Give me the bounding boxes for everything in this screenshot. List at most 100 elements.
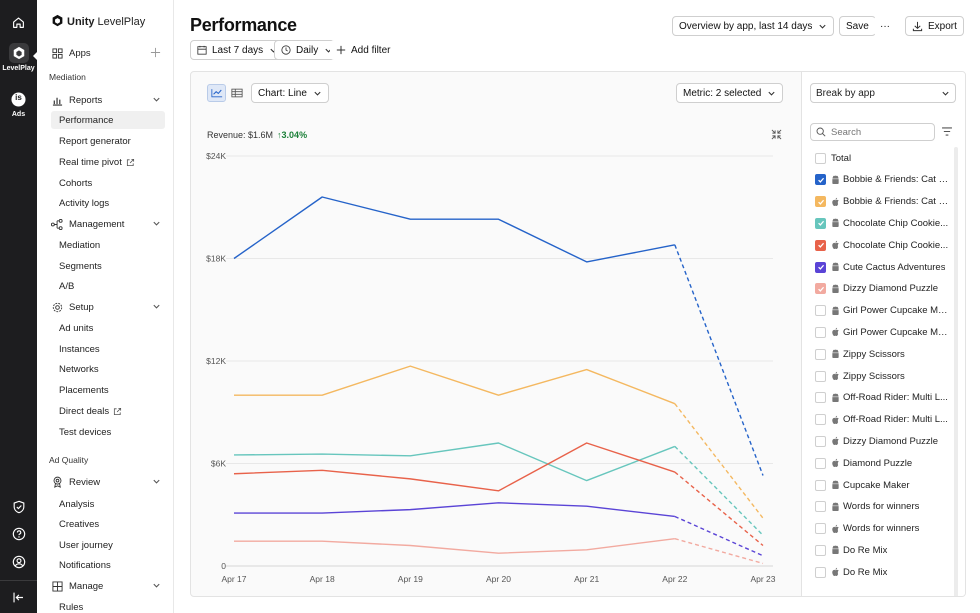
app-checkbox[interactable] [815, 174, 826, 186]
sidebar-item-placements[interactable]: Placements [51, 381, 165, 399]
app-checkbox[interactable] [815, 239, 826, 251]
sidebar-item-performance[interactable]: Performance [51, 111, 165, 129]
sidebar-item-networks[interactable]: Networks [51, 360, 165, 378]
app-checkbox[interactable] [815, 501, 826, 513]
save-button[interactable]: Save [839, 16, 876, 36]
rail-ads-label: Ads [11, 111, 26, 118]
home-button[interactable] [0, 12, 37, 32]
account-button[interactable] [0, 552, 37, 572]
app-checkbox[interactable] [815, 370, 826, 382]
sidebar-item-real-time-pivot[interactable]: Real time pivot [51, 153, 165, 171]
app-list-item[interactable]: Total [815, 150, 951, 166]
app-list-item[interactable]: Words for winners [815, 521, 951, 537]
sidebar-group-setup[interactable]: Setup [51, 298, 165, 316]
app-name: Words for winners [843, 501, 920, 513]
app-checkbox[interactable] [815, 217, 826, 229]
filter-icon[interactable] [941, 127, 953, 139]
app-list-item[interactable]: Cute Cactus Adventures [815, 259, 951, 275]
app-list-item[interactable]: Chocolate Chip Cookie... [815, 215, 951, 231]
shield-button[interactable] [0, 497, 37, 517]
more-button[interactable]: ··· [874, 16, 896, 36]
sidebar-item-rules[interactable]: Rules [51, 598, 165, 613]
sidebar-item-instances[interactable]: Instances [51, 340, 165, 358]
app-list-item[interactable]: Chocolate Chip Cookie... [815, 237, 951, 253]
chart-view-button[interactable] [207, 84, 226, 102]
app-name: Cupcake Maker [843, 479, 910, 491]
rail-levelplay[interactable]: LevelPlay [0, 43, 37, 72]
app-list-item[interactable]: Words for winners [815, 499, 951, 515]
sidebar-item-notifications[interactable]: Notifications [51, 556, 165, 574]
app-list-item[interactable]: Do Re Mix [815, 564, 951, 580]
sidebar-apps[interactable]: Apps [51, 44, 165, 62]
sidebar-group-review[interactable]: Review [51, 473, 165, 491]
sidebar-item-report-generator[interactable]: Report generator [51, 132, 165, 150]
collapse-sidebar-button[interactable] [0, 587, 37, 607]
app-checkbox[interactable] [815, 392, 826, 404]
app-list-item[interactable]: Off-Road Rider: Multi L... [815, 390, 951, 406]
app-checkbox[interactable] [815, 261, 826, 273]
app-checkbox[interactable] [815, 305, 826, 317]
granularity-select[interactable]: Daily [274, 40, 341, 60]
sidebar-item-creatives[interactable]: Creatives [51, 515, 165, 533]
app-checkbox[interactable] [815, 523, 826, 535]
break-by-select[interactable]: Break by app [810, 83, 956, 103]
app-list-item[interactable]: Zippy Scissors [815, 346, 951, 362]
sidebar-item-test-devices[interactable]: Test devices [51, 423, 165, 441]
x-tick-label: Apr 21 [574, 574, 599, 584]
sidebar-item-segments[interactable]: Segments [51, 257, 165, 275]
app-list-item[interactable]: Zippy Scissors [815, 368, 951, 384]
app-list-item[interactable]: Do Re Mix [815, 542, 951, 558]
series-line [234, 502, 675, 518]
app-list-item[interactable]: Bobbie & Friends: Cat L... [815, 172, 951, 188]
search-input[interactable] [831, 126, 921, 138]
app-checkbox[interactable] [815, 544, 826, 556]
app-list-item[interactable]: Girl Power Cupcake Ma... [815, 324, 951, 340]
app-checkbox[interactable] [815, 457, 826, 469]
checkmark-icon [817, 177, 824, 183]
app-checkbox[interactable] [815, 196, 826, 208]
saved-view-select[interactable]: Overview by app, last 14 days [672, 16, 835, 36]
app-checkbox[interactable] [815, 326, 826, 338]
app-list-item[interactable]: Girl Power Cupcake Ma... [815, 303, 951, 319]
app-checkbox[interactable] [815, 479, 826, 491]
app-list-item[interactable]: Diamond Puzzle [815, 455, 951, 471]
app-list-item[interactable]: Off-Road Rider: Multi L... [815, 412, 951, 428]
sidebar-item-cohorts[interactable]: Cohorts [51, 174, 165, 192]
collapse-chart-icon[interactable] [771, 129, 782, 143]
sidebar-group-manage[interactable]: Manage [51, 577, 165, 595]
sidebar-item-ad-units[interactable]: Ad units [51, 319, 165, 337]
sidebar-group-reports[interactable]: Reports [51, 91, 165, 109]
date-range-select[interactable]: Last 7 days [190, 40, 286, 60]
metric-select[interactable]: Metric: 2 selected [676, 83, 784, 103]
rail-ads[interactable]: is Ads [0, 89, 37, 118]
sidebar-item-user-journey[interactable]: User journey [51, 536, 165, 554]
app-list-item[interactable]: Dizzy Diamond Puzzle [815, 433, 951, 449]
export-button[interactable]: Export [905, 16, 964, 36]
search-icon [816, 127, 826, 137]
add-app-icon[interactable] [150, 47, 161, 61]
series-line [234, 365, 676, 405]
table-view-button[interactable] [227, 84, 246, 102]
app-name: Girl Power Cupcake Ma... [843, 305, 951, 317]
app-list-item[interactable]: Dizzy Diamond Puzzle [815, 281, 951, 297]
chart-type-select[interactable]: Chart: Line [251, 83, 329, 103]
sidebar-item-ab[interactable]: A/B [51, 277, 165, 295]
app-list-scrollbar[interactable] [954, 147, 958, 596]
add-filter-button[interactable]: Add filter [330, 40, 397, 60]
main-content: Performance Overview by app, last 14 day… [174, 0, 980, 613]
app-checkbox[interactable] [815, 152, 826, 164]
sidebar-item-analysis[interactable]: Analysis [51, 495, 165, 513]
help-button[interactable] [0, 524, 37, 544]
app-checkbox[interactable] [815, 435, 826, 447]
app-checkbox[interactable] [815, 566, 826, 578]
app-list-item[interactable]: Bobbie & Friends: Cat L... [815, 194, 951, 210]
app-list-item[interactable]: Cupcake Maker [815, 477, 951, 493]
app-checkbox[interactable] [815, 348, 826, 360]
sidebar-item-activity-logs[interactable]: Activity logs [51, 194, 165, 212]
sidebar-item-direct-deals[interactable]: Direct deals [51, 402, 165, 420]
sidebar-item-mediation[interactable]: Mediation [51, 236, 165, 254]
chevron-down-icon [152, 219, 161, 231]
app-checkbox[interactable] [815, 414, 826, 426]
app-checkbox[interactable] [815, 283, 826, 295]
sidebar-group-management[interactable]: Management [51, 215, 165, 233]
